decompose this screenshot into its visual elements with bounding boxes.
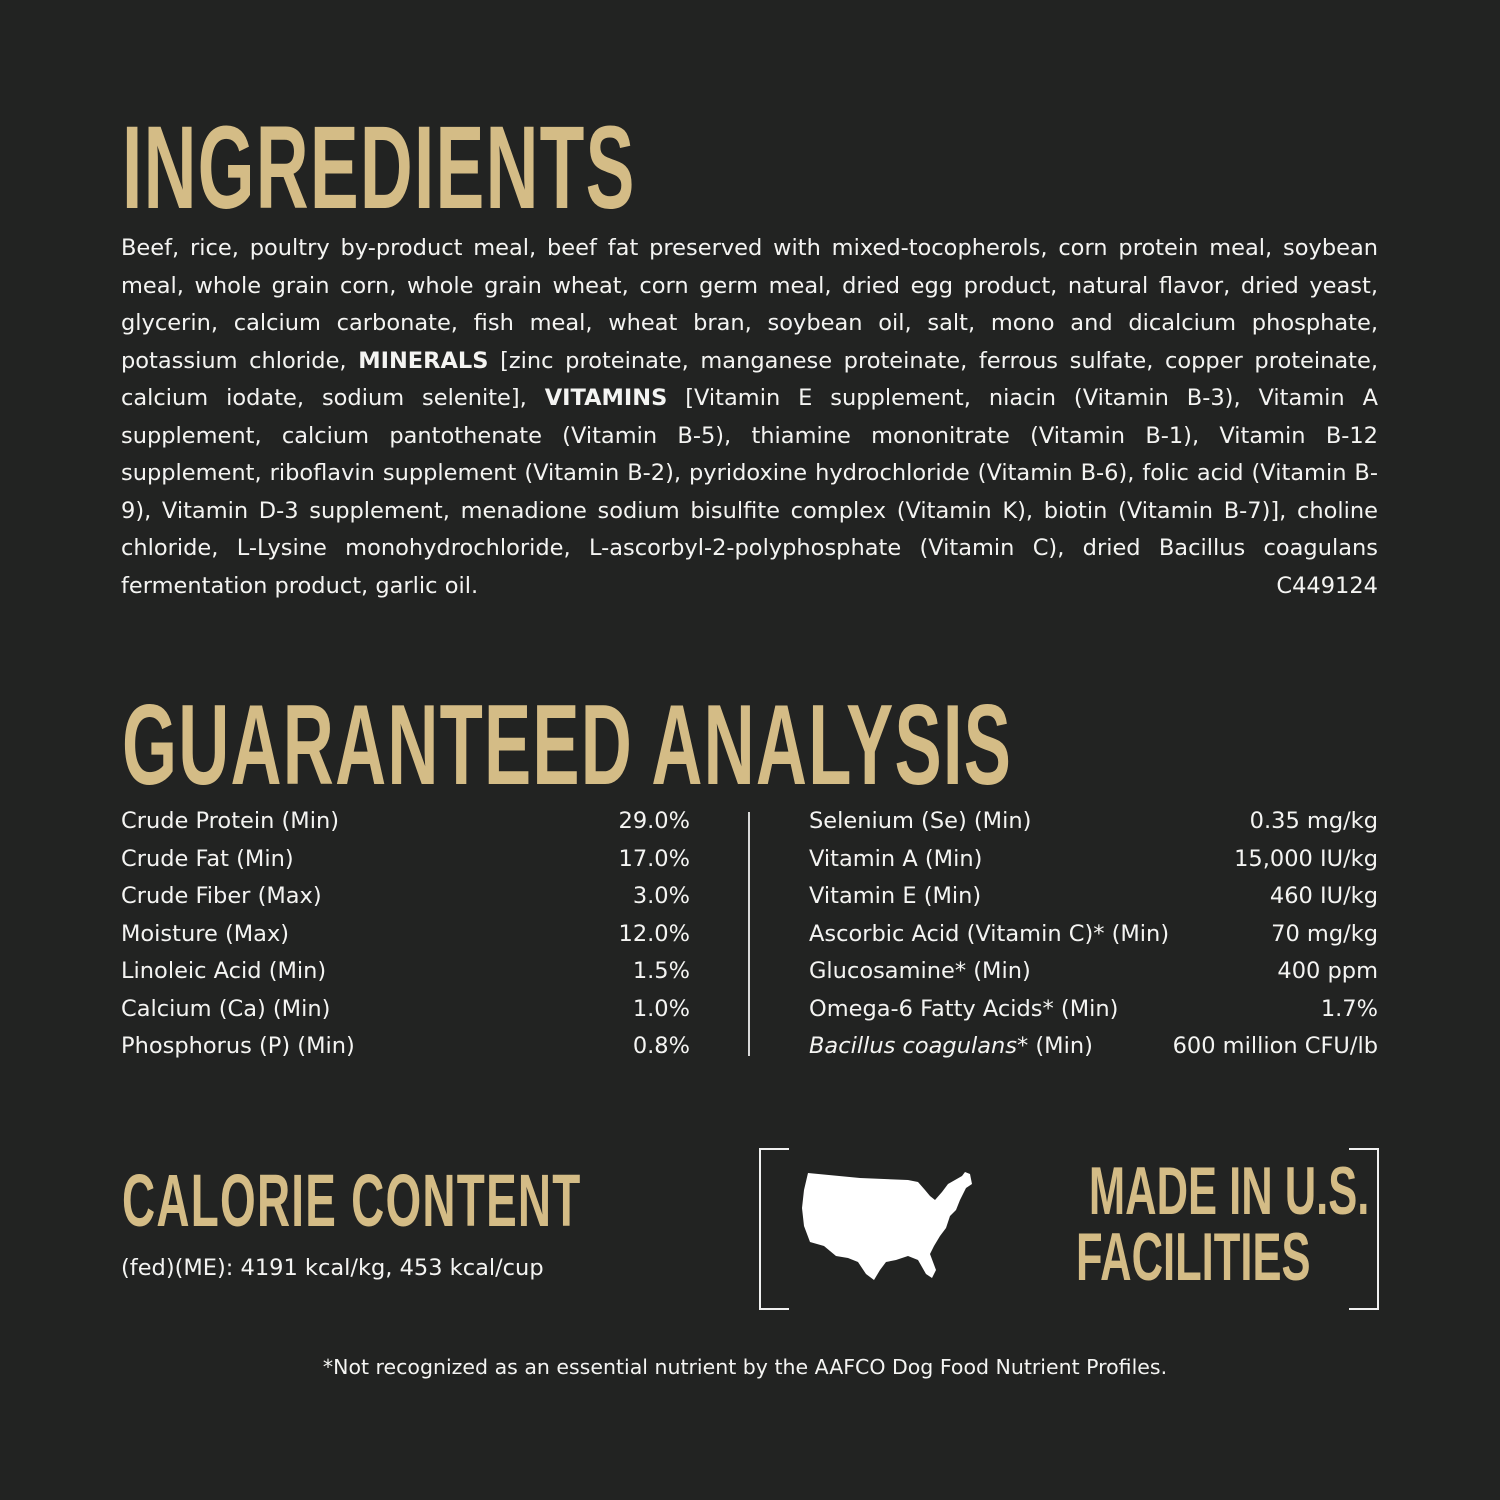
analysis-row: Linoleic Acid (Min) 1.5% (121, 953, 690, 991)
footnote: *Not recognized as an essential nutrient… (322, 1355, 1168, 1379)
analysis-left-column: Crude Protein (Min) 29.0% Crude Fat (Min) 1… (121, 803, 690, 1066)
nutrient-label-text: Vitamin E (Min) (809, 883, 982, 909)
nutrient-label-italic: Bacillus coagulans (809, 1033, 1017, 1059)
ingredients-text: Beef, rice, poultry by-product meal, bee… (121, 230, 1378, 605)
nutrient-label-text: Crude Fat (Min) (121, 845, 294, 872)
nutrient-label: Linoleic Acid (Min) (121, 953, 326, 991)
nutrient-label: Crude Fiber (Max) (121, 878, 322, 916)
analysis-row: Vitamin A (Min) 15,000 IU/kg (809, 841, 1378, 879)
nutrient-label-text: Linoleic Acid (Min) (121, 958, 327, 984)
nutrient-label-text: Selenium (Se) (Min) (809, 808, 1032, 834)
nutrient-value: 12.0% (618, 920, 690, 947)
nutrient-label-text: Glucosamine* (Min) (809, 958, 1031, 984)
analysis-row: Ascorbic Acid (Vitamin C)* (Min) 70 mg/kg (809, 916, 1378, 954)
nutrient-value: 1.5% (632, 958, 690, 984)
nutrient-label: Ascorbic Acid (Vitamin C)* (Min) (809, 916, 1169, 954)
nutrient-label: Glucosamine* (Min) (809, 953, 1031, 991)
analysis-row: Phosphorus (P) (Min) 0.8% (121, 1028, 690, 1066)
nutrient-label: Calcium (Ca) (Min) (121, 991, 330, 1029)
nutrient-label-text: * (Min) (1016, 1033, 1093, 1059)
analysis-row: Omega-6 Fatty Acids* (Min) 1.7% (809, 991, 1378, 1029)
nutrient-label: Omega-6 Fatty Acids* (Min) (809, 991, 1118, 1029)
nutrient-value: 1.7% (1320, 995, 1378, 1022)
nutrient-label: Bacillus coagulans* (Min) (809, 1028, 1093, 1066)
product-code: C449124 (1276, 573, 1378, 599)
column-divider (748, 812, 750, 1056)
minerals-label: MINERALS (358, 347, 489, 374)
vitamins-label: VITAMINS (544, 385, 668, 411)
analysis-row: Moisture (Max) 12.0% (121, 916, 690, 954)
nutrient-value: 3.0% (632, 883, 690, 909)
nutrient-label-text: Calcium (Ca) (Min) (121, 995, 331, 1022)
badge-line-1: MADE IN U.S. (1088, 1153, 1370, 1229)
made-in-usa-badge: MADE IN U.S. FACILITIES (1010, 1157, 1369, 1295)
nutrient-value: 29.0% (618, 808, 690, 834)
nutrient-label-text: Moisture (Max) (121, 920, 290, 947)
right-bracket (1349, 1148, 1379, 1310)
ingredients-part: [zinc proteinate, manganese proteinate, … (121, 347, 1379, 412)
nutrient-label: Crude Protein (Min) (121, 803, 339, 841)
nutrient-label-text: Ascorbic Acid (Vitamin C)* (Min) (809, 920, 1170, 947)
usa-map-icon (802, 1172, 972, 1280)
nutrient-value: 400 ppm (1277, 958, 1378, 984)
analysis-row: Calcium (Ca) (Min) 1.0% (121, 991, 690, 1029)
nutrient-label-text: Phosphorus (P) (Min) (121, 1033, 355, 1059)
nutrient-value: 70 mg/kg (1271, 920, 1378, 947)
nutrient-label: Phosphorus (P) (Min) (121, 1028, 355, 1066)
nutrient-label: Crude Fat (Min) (121, 841, 294, 879)
nutrient-value: 15,000 IU/kg (1234, 845, 1378, 872)
analysis-row: Crude Fiber (Max) 3.0% (121, 878, 690, 916)
analysis-row: Selenium (Se) (Min) 0.35 mg/kg (809, 803, 1378, 841)
calorie-content-heading: CALORIE CONTENT (122, 1159, 582, 1242)
analysis-row: Vitamin E (Min) 460 IU/kg (809, 878, 1378, 916)
ingredients-part: [Vitamin E supplement, niacin (Vitamin B… (121, 385, 1378, 599)
nutrient-label-text: Omega-6 Fatty Acids* (Min) (809, 995, 1119, 1022)
nutrient-value: 0.35 mg/kg (1249, 808, 1378, 834)
analysis-right-column: Selenium (Se) (Min) 0.35 mg/kg Vitamin A (… (809, 803, 1378, 1066)
analysis-row: Crude Protein (Min) 29.0% (121, 803, 690, 841)
left-bracket (759, 1148, 789, 1310)
ingredients-part: Beef, rice, poultry by-product meal, bee… (121, 235, 1378, 374)
nutrient-label: Vitamin A (Min) (809, 841, 982, 879)
analysis-row: Crude Fat (Min) 17.0% (121, 841, 690, 879)
analysis-row: Bacillus coagulans* (Min) 600 million CFU… (809, 1028, 1378, 1066)
analysis-row: Glucosamine* (Min) 400 ppm (809, 953, 1378, 991)
badge-line-2: FACILITIES (1075, 1219, 1311, 1295)
nutrient-label-text: Crude Fiber (Max) (121, 883, 322, 909)
nutrient-value: 17.0% (618, 845, 690, 872)
nutrient-label: Selenium (Se) (Min) (809, 803, 1031, 841)
nutrient-value: 0.8% (632, 1033, 690, 1059)
nutrient-value: 600 million CFU/lb (1172, 1033, 1378, 1059)
nutrient-label: Moisture (Max) (121, 916, 289, 954)
calorie-content-text: (fed)(ME): 4191 kcal/kg, 453 kcal/cup (121, 1255, 544, 1281)
nutrient-value: 460 IU/kg (1269, 883, 1378, 909)
nutrient-label-text: Vitamin A (Min) (809, 845, 983, 872)
nutrient-label: Vitamin E (Min) (809, 878, 981, 916)
nutrient-label-text: Crude Protein (Min) (121, 808, 340, 834)
ingredients-heading: INGREDIENTS (122, 102, 636, 234)
guaranteed-analysis-heading: GUARANTEED ANALYSIS (122, 682, 1013, 809)
nutrient-value: 1.0% (632, 995, 690, 1022)
